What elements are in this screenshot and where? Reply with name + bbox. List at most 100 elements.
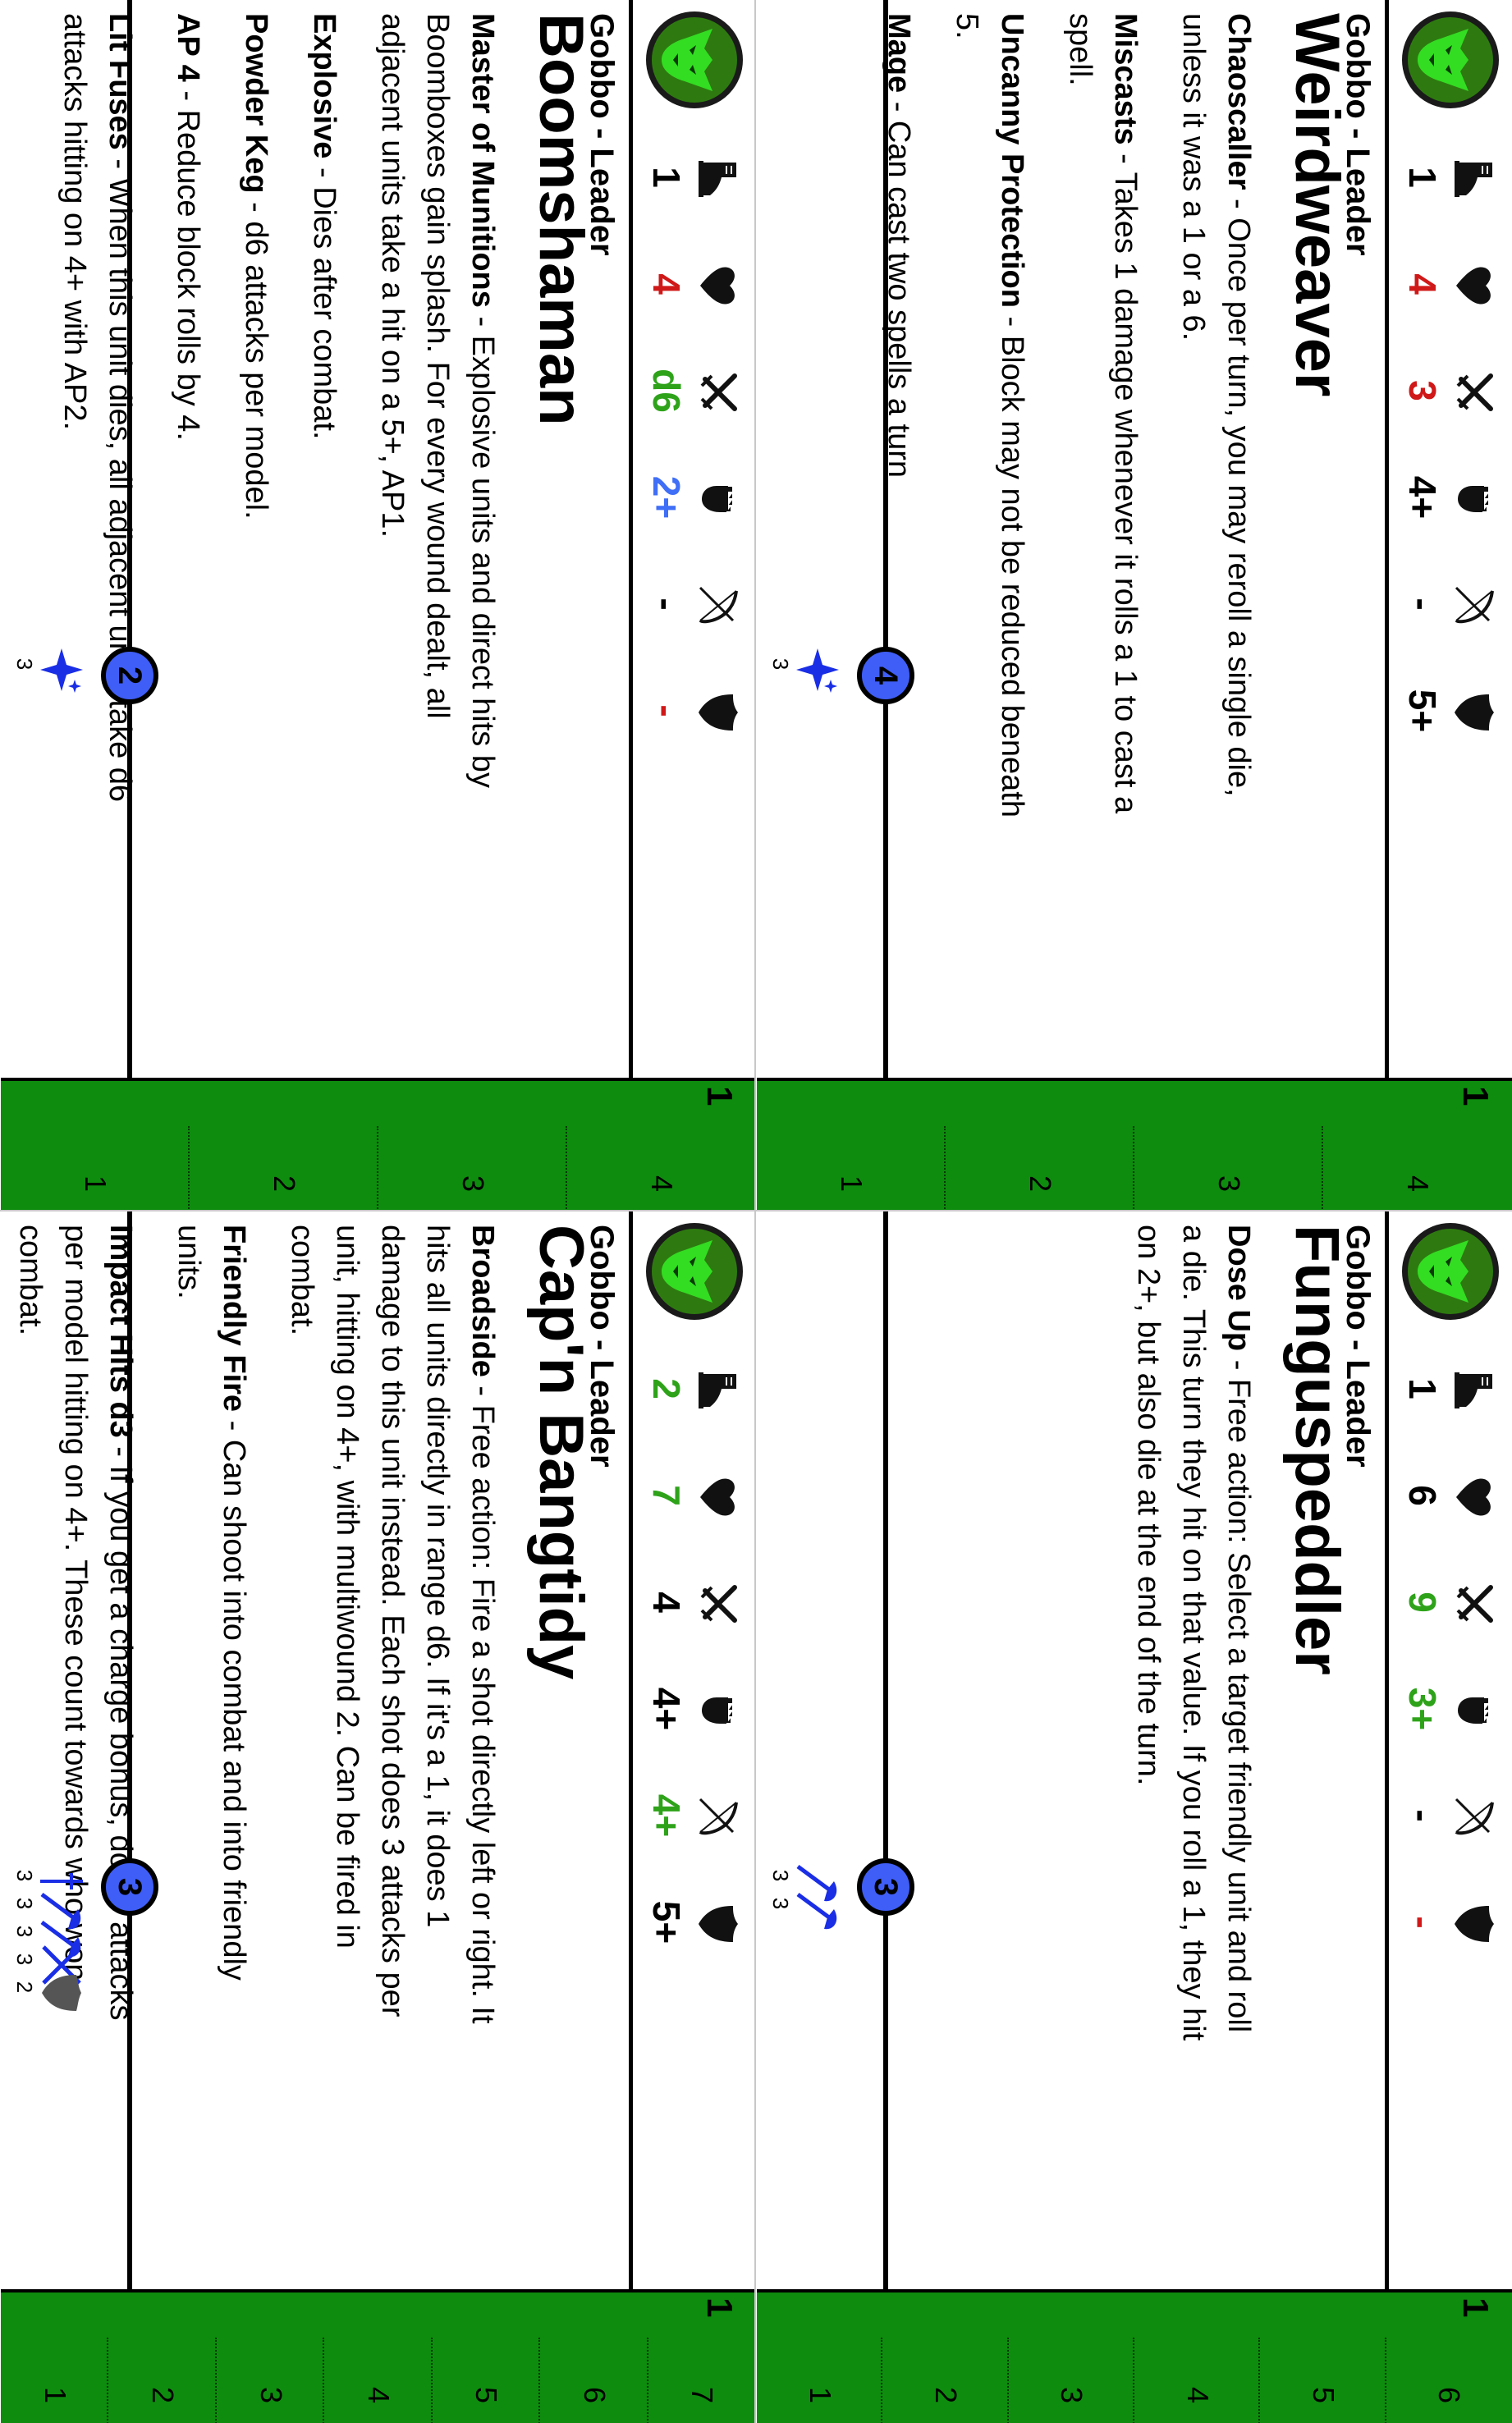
track-label: 6 bbox=[1432, 2386, 1467, 2404]
cut-line bbox=[754, 0, 756, 2423]
stat-value: 5+ bbox=[645, 1900, 688, 1944]
stat-shield: - bbox=[638, 657, 745, 765]
ability-name: Uncanny Protection bbox=[995, 13, 1029, 308]
ability-name: Explosive bbox=[307, 13, 341, 159]
track-cell[interactable]: 3 bbox=[217, 2292, 325, 2423]
stat-boot: 1 bbox=[638, 123, 745, 231]
ability: Miscasts - Takes 1 damage whenever it ro… bbox=[1057, 13, 1148, 834]
track-label: 2 bbox=[1024, 1175, 1057, 1193]
track-cell[interactable]: 4 bbox=[1323, 1081, 1512, 1212]
crossed-swords-icon bbox=[695, 1581, 741, 1627]
track-divider bbox=[1320, 1126, 1323, 1212]
track-cell[interactable]: 1 bbox=[757, 1081, 946, 1212]
ability-name: Miscasts bbox=[1108, 13, 1143, 145]
ability-name: Impact Hits d3 bbox=[103, 1225, 138, 1438]
track-label: 3 bbox=[254, 2386, 288, 2404]
ability-list: Dose Up - Free action: Select a target f… bbox=[1102, 1225, 1261, 2045]
stat-bar: 1 6 9 3+ - - bbox=[1385, 1212, 1512, 2423]
track-cell[interactable]: 2 bbox=[882, 2292, 1009, 2423]
stat-bow: - bbox=[1394, 550, 1501, 658]
track-cell[interactable]: 3 bbox=[1134, 1081, 1323, 1212]
cost-badge: 3 bbox=[857, 1858, 914, 1916]
track-label: 5 bbox=[1307, 2386, 1341, 2404]
ability-name: Master of Munitions bbox=[465, 13, 500, 308]
stat-crossed-swords: 3 bbox=[1394, 337, 1501, 445]
track-cell[interactable]: 1 bbox=[757, 2292, 883, 2423]
track-cell[interactable]: 2 bbox=[946, 1081, 1134, 1212]
stat-value: - bbox=[1401, 1916, 1444, 1929]
stat-fist: 2+ bbox=[638, 443, 745, 552]
ability: Broadside - Free action: Fire a shot dir… bbox=[279, 1225, 505, 2045]
stat-value: 2 bbox=[645, 1378, 688, 1399]
crossed-swords-icon bbox=[1451, 1581, 1497, 1627]
track-cell[interactable]: 2 bbox=[190, 1081, 378, 1212]
stat-bow: 4+ bbox=[638, 1761, 745, 1870]
track-label: 7 bbox=[685, 2386, 720, 2404]
track-cell[interactable]: 2 bbox=[108, 2292, 217, 2423]
track-label: 4 bbox=[362, 2386, 396, 2404]
stat-value: 9 bbox=[1401, 1592, 1444, 1613]
stat-boot: 2 bbox=[638, 1335, 745, 1443]
stat-value: 4+ bbox=[1401, 475, 1444, 520]
cost-badge: 4 bbox=[857, 647, 914, 704]
unit-card-funguspeddler: 1 6 9 3+ - - Gobbo - Leader Funguspeddler Dose U… bbox=[756, 1212, 1512, 2423]
stat-value: 5+ bbox=[1401, 689, 1444, 733]
track-divider bbox=[1382, 2338, 1386, 2423]
unit-card-capn-bangtidy: 2 7 4 4+ 4+ 5+ Gobbo - Leader Cap'n Bangtidy Bro… bbox=[0, 1212, 756, 2423]
bow-icon bbox=[1451, 1794, 1497, 1840]
track-cell[interactable]: 6 bbox=[540, 2292, 648, 2423]
track-label: 3 bbox=[456, 1175, 490, 1193]
stat-shield: 5+ bbox=[638, 1868, 745, 1976]
stat-fist: 4+ bbox=[638, 1655, 745, 1763]
track-cell[interactable]: 3 bbox=[1009, 2292, 1134, 2423]
cost-badge: 3 bbox=[101, 1858, 158, 1916]
shield-icon bbox=[1451, 689, 1497, 735]
stat-shield: 5+ bbox=[1394, 657, 1501, 765]
track-cell[interactable]: 5 bbox=[1260, 2292, 1386, 2423]
track-divider bbox=[213, 2338, 217, 2423]
track-cell[interactable]: 4 bbox=[1134, 2292, 1261, 2423]
track-divider bbox=[879, 2338, 883, 2423]
track-cell[interactable]: 6 bbox=[1386, 2292, 1512, 2423]
track-label: 4 bbox=[645, 1175, 679, 1193]
track-divider bbox=[1131, 1126, 1134, 1212]
gear-count: 3 bbox=[12, 1897, 37, 1910]
ability-name: Dose Up bbox=[1221, 1225, 1256, 1352]
stat-value: 2+ bbox=[645, 475, 688, 520]
track-divider bbox=[942, 1126, 946, 1212]
stat-value: 4+ bbox=[645, 1687, 688, 1731]
cut-line bbox=[0, 1210, 1512, 1212]
track-label: 1 bbox=[835, 1175, 868, 1193]
track-cell[interactable]: 3 bbox=[378, 1081, 567, 1212]
track-divider bbox=[105, 2338, 109, 2423]
shield-icon bbox=[1451, 1901, 1497, 1947]
track-cell[interactable]: 5 bbox=[433, 2292, 541, 2423]
track-label: 1 bbox=[38, 2386, 72, 2404]
track-cell[interactable]: 1 bbox=[1, 2292, 109, 2423]
unit-name: Boomshaman bbox=[526, 13, 596, 426]
stat-heart: 6 bbox=[1394, 1441, 1501, 1550]
track-cell[interactable]: 4 bbox=[567, 1081, 756, 1212]
goblin-portrait-icon bbox=[646, 11, 743, 108]
gear-count: 2 bbox=[12, 1981, 37, 1994]
stat-value: 1 bbox=[1401, 167, 1444, 188]
track-cell[interactable]: 1 bbox=[1, 1081, 190, 1212]
track-label: 2 bbox=[929, 2386, 964, 2404]
track-cell[interactable]: 4 bbox=[324, 2292, 433, 2423]
ability-text: - Reduce block rolls by 4. bbox=[171, 81, 205, 441]
axe-icon bbox=[793, 1857, 842, 1906]
ability-name: AP 4 bbox=[171, 13, 205, 82]
stat-value: - bbox=[645, 704, 688, 717]
goblin-portrait-icon bbox=[1402, 1223, 1499, 1320]
track-label: 3 bbox=[1212, 1175, 1246, 1193]
boot-icon bbox=[695, 1367, 741, 1413]
gear-count: 3 bbox=[768, 1869, 793, 1882]
track-cell[interactable]: 7 bbox=[648, 2292, 756, 2423]
unit-card-boomshaman: 1 4 d6 2+ - - Gobbo - Leader Boomshaman Master o… bbox=[0, 0, 756, 1212]
stat-value: 6 bbox=[1401, 1485, 1444, 1506]
card-divider bbox=[127, 1212, 132, 2289]
boot-icon bbox=[1451, 1367, 1497, 1413]
heart-icon bbox=[695, 263, 741, 309]
